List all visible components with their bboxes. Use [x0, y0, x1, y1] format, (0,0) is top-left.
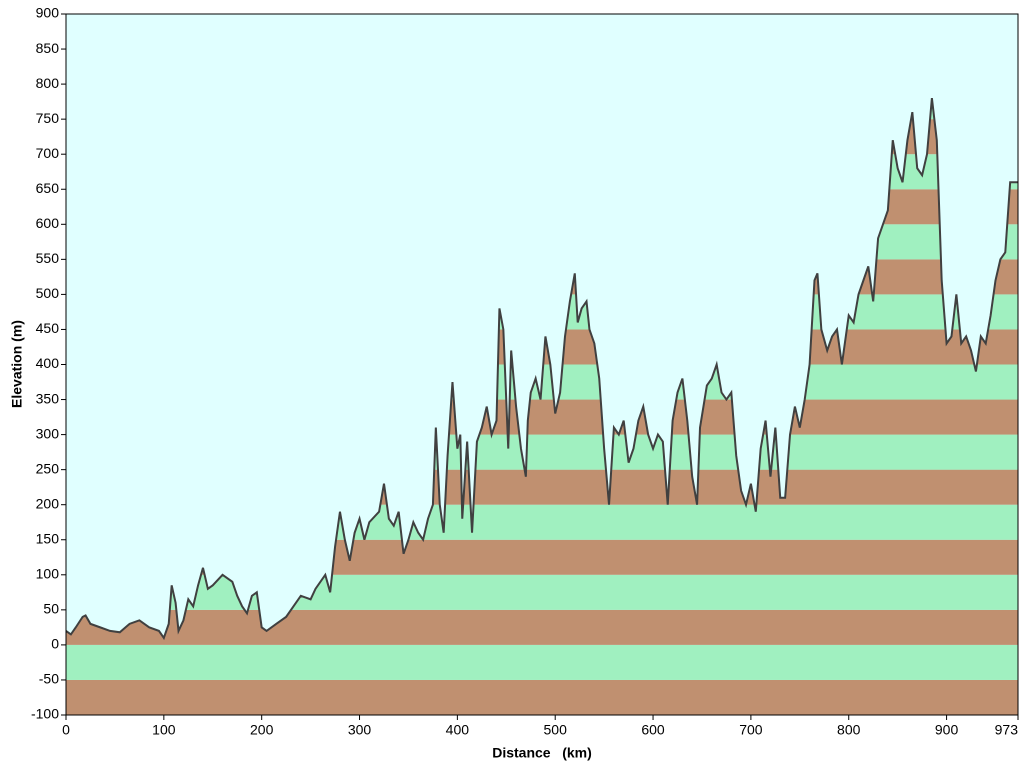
band — [66, 609, 1018, 645]
x-tick-label: 900 — [935, 722, 959, 738]
y-tick-label: -50 — [39, 671, 59, 687]
y-tick-label: 750 — [36, 110, 60, 126]
y-tick-label: 400 — [36, 355, 60, 371]
x-tick-label: 500 — [544, 722, 568, 738]
y-tick-label: 600 — [36, 215, 60, 231]
x-tick-label: 200 — [250, 722, 274, 738]
y-tick-label: 450 — [36, 320, 60, 336]
elevation-line — [65, 98, 1018, 641]
y-tick-label: 300 — [36, 425, 60, 441]
band — [66, 574, 1018, 610]
y-tick-label: 500 — [36, 285, 60, 301]
y-tick-label: 850 — [36, 40, 60, 56]
y-tick-label: 900 — [36, 5, 60, 21]
x-tick-label: 400 — [446, 722, 470, 738]
y-tick-label: 550 — [36, 250, 60, 266]
y-tick-label: 650 — [36, 180, 60, 196]
x-tick-label: 800 — [837, 722, 861, 738]
y-tick-label: 0 — [51, 636, 59, 652]
x-tick-label: 700 — [739, 722, 763, 738]
y-axis-label: Elevation (m) — [9, 320, 25, 408]
y-tick-label: 200 — [36, 495, 60, 511]
x-tick-label: 973 — [995, 722, 1019, 738]
y-tick-label: 800 — [36, 75, 60, 91]
y-tick-label: 100 — [36, 566, 60, 582]
y-tick-label: 150 — [36, 530, 60, 546]
band — [66, 679, 1018, 715]
x-tick-label: 300 — [348, 722, 372, 738]
y-tick-label: 250 — [36, 460, 60, 476]
x-axis-label: Distance (km) — [492, 745, 592, 761]
band — [66, 644, 1018, 680]
y-tick-label: 700 — [36, 145, 60, 161]
x-tick-label: 600 — [641, 722, 665, 738]
x-tick-label: 100 — [152, 722, 176, 738]
y-tick-label: 50 — [43, 601, 59, 617]
y-tick-label: 350 — [36, 390, 60, 406]
x-tick-label: 0 — [62, 722, 70, 738]
y-tick-label: -100 — [31, 706, 59, 722]
